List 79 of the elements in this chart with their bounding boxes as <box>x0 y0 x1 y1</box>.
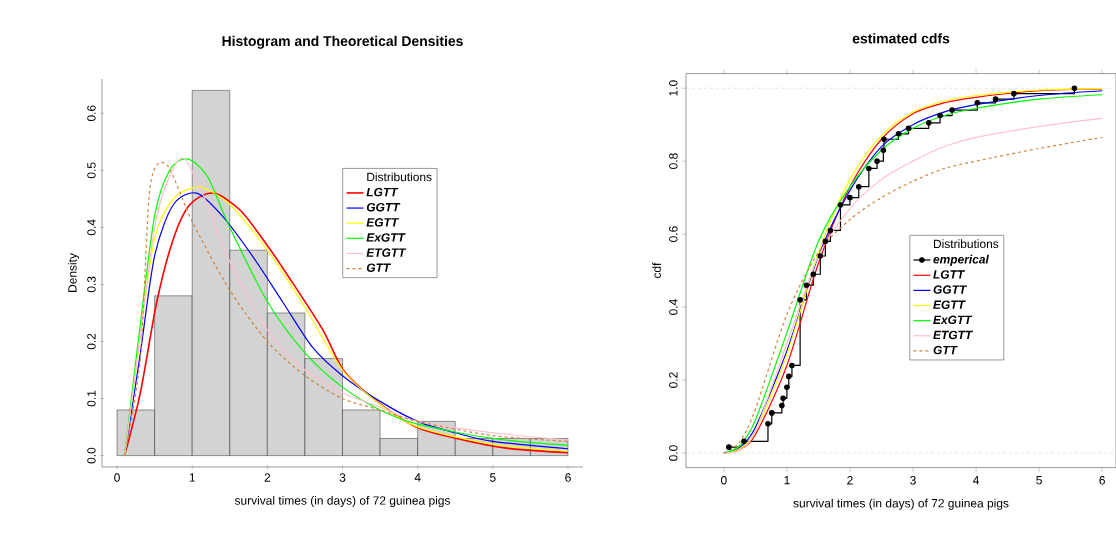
y-tick-label: 0.2 <box>669 372 678 388</box>
y-tick-label: 0.4 <box>87 219 96 236</box>
point <box>784 384 790 391</box>
x-axis-title: survival times (in days) of 72 guinea pigs <box>234 495 450 508</box>
x-tick-label: 3 <box>339 473 346 482</box>
y-axis-title: Density <box>67 253 80 292</box>
y-tick-label: 0.1 <box>87 390 96 407</box>
legend-label: ExGTT <box>933 315 973 325</box>
legend-label: ExGTT <box>366 233 406 242</box>
point <box>880 147 887 154</box>
y-tick-label: 0.3 <box>87 276 96 293</box>
x-tick-label: 5 <box>1036 476 1042 485</box>
point <box>741 438 747 445</box>
point <box>785 373 792 380</box>
point <box>874 158 880 164</box>
point <box>895 130 902 137</box>
x-tick-label: 0 <box>114 473 120 482</box>
legend-title: Distributions <box>367 172 432 182</box>
point <box>822 238 829 245</box>
point <box>768 410 775 416</box>
point <box>1011 90 1017 97</box>
chart-title: estimated cdfs <box>852 33 950 44</box>
y-tick-label: 0.2 <box>87 333 96 350</box>
legend-label: GGTT <box>933 285 968 294</box>
legend-label: LGTT <box>933 270 966 279</box>
point <box>789 362 795 369</box>
point <box>780 395 786 402</box>
point <box>726 444 732 450</box>
legend-label: GTT <box>933 345 958 355</box>
point <box>810 271 817 278</box>
x-tick-label: 4 <box>414 473 421 482</box>
x-tick-label: 6 <box>1099 476 1105 485</box>
y-tick-label: 0.6 <box>669 226 678 242</box>
point <box>925 120 932 126</box>
legend-label: EGTT <box>933 300 966 309</box>
x-tick-label: 0 <box>720 476 727 485</box>
y-tick-label: 0.0 <box>87 447 96 464</box>
point <box>866 165 872 172</box>
y-axis-title: cdf <box>652 262 661 279</box>
y-tick-label: 0.4 <box>669 299 678 315</box>
point <box>1071 85 1078 91</box>
point <box>949 107 955 113</box>
y-tick-label: 1.0 <box>669 80 678 96</box>
x-tick-label: 2 <box>847 476 853 485</box>
x-tick-label: 6 <box>565 473 571 482</box>
point <box>847 194 853 201</box>
x-tick-label: 4 <box>973 476 980 485</box>
legend-label: GGTT <box>366 202 401 212</box>
legend-label: EGTT <box>366 218 400 227</box>
point <box>817 253 824 259</box>
legend-label: LGTT <box>366 187 399 197</box>
legend-label: emperical <box>933 254 990 266</box>
x-tick-label: 1 <box>189 473 195 482</box>
x-axis-title: survival times (in days) of 72 guinea pigs <box>793 498 1009 510</box>
point <box>881 136 887 143</box>
y-tick-label: 0.8 <box>669 153 678 169</box>
point <box>779 402 785 409</box>
x-tick-label: 2 <box>264 473 271 482</box>
point <box>855 183 862 190</box>
legend-title: Distributions <box>933 239 999 249</box>
legend-label: ETGTT <box>366 248 407 257</box>
y-tick-label: 0.5 <box>87 162 96 179</box>
legend-label: GTT <box>366 263 392 272</box>
chart-title: Histogram and Theoretical Densities <box>222 35 463 49</box>
point <box>803 282 810 288</box>
point <box>837 202 844 208</box>
point <box>827 227 834 234</box>
legend-label: ETGTT <box>933 330 974 340</box>
y-tick-label: 0.6 <box>87 105 96 122</box>
point <box>797 296 803 303</box>
y-tick-label: 0.0 <box>669 445 678 461</box>
point <box>974 99 981 106</box>
x-tick-label: 5 <box>489 473 496 482</box>
point <box>765 421 771 427</box>
x-tick-label: 3 <box>910 476 916 485</box>
x-tick-label: 1 <box>784 476 790 485</box>
point <box>937 112 943 119</box>
point <box>905 125 912 132</box>
point <box>992 96 999 102</box>
